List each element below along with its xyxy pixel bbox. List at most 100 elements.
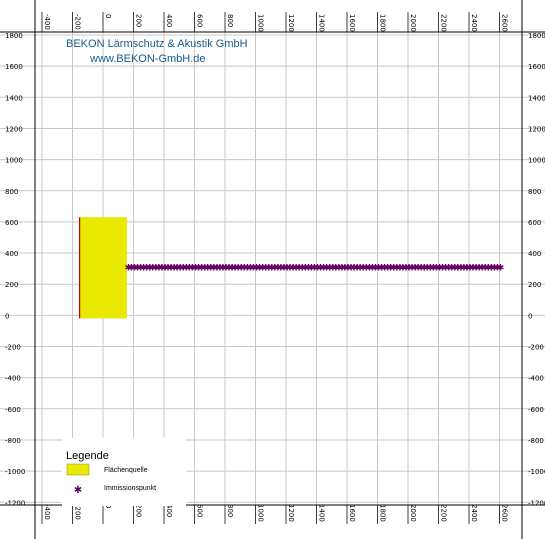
immission-point: ✱ bbox=[265, 263, 273, 273]
immission-points-layer: ✱✱✱✱✱✱✱✱✱✱✱✱✱✱✱✱✱✱✱✱✱✱✱✱✱✱✱✱✱✱✱✱✱✱✱✱✱✱✱✱… bbox=[125, 263, 505, 273]
immission-point: ✱ bbox=[454, 263, 462, 273]
y-tick-label-left: 1800 bbox=[5, 32, 23, 40]
immission-point: ✱ bbox=[323, 263, 331, 273]
immission-point: ✱ bbox=[152, 263, 160, 273]
y-tick-label-right: 800 bbox=[528, 188, 541, 196]
immission-point: ✱ bbox=[186, 263, 194, 273]
x-tick-label-bottom: 1800 bbox=[379, 504, 387, 522]
x-tick-label-bottom: 1000 bbox=[257, 504, 265, 522]
y-tick-label-left: 1600 bbox=[5, 63, 23, 71]
immission-point: ✱ bbox=[137, 263, 145, 273]
x-tick-label-top: 1200 bbox=[287, 14, 295, 32]
x-tick-label-bottom: 800 bbox=[226, 504, 234, 517]
x-tick-label-bottom: 600 bbox=[196, 504, 204, 517]
immission-point: ✱ bbox=[213, 263, 221, 273]
immission-point: ✱ bbox=[302, 263, 310, 273]
x-tick-label-top: 1400 bbox=[318, 14, 326, 32]
immission-point: ✱ bbox=[320, 263, 328, 273]
x-tick-label-bottom: -400 bbox=[43, 504, 51, 520]
immission-point: ✱ bbox=[417, 263, 425, 273]
immission-point: ✱ bbox=[155, 263, 163, 273]
immission-point: ✱ bbox=[134, 263, 142, 273]
immission-point: ✱ bbox=[259, 263, 267, 273]
immission-point: ✱ bbox=[466, 263, 474, 273]
immission-point: ✱ bbox=[314, 263, 322, 273]
y-tick-label-right: 400 bbox=[528, 250, 541, 258]
y-tick-label-left: -1200 bbox=[5, 499, 25, 507]
immission-point: ✱ bbox=[366, 263, 374, 273]
x-tick-label-top: -200 bbox=[74, 14, 82, 30]
grid bbox=[0, 12, 545, 524]
immission-point: ✱ bbox=[384, 263, 392, 273]
immission-point: ✱ bbox=[353, 263, 361, 273]
immission-point: ✱ bbox=[234, 263, 242, 273]
x-tick-label-bottom: 2600 bbox=[501, 504, 509, 522]
immission-point: ✱ bbox=[497, 263, 505, 273]
x-tick-label-top: 2200 bbox=[440, 14, 448, 32]
immission-point: ✱ bbox=[420, 263, 428, 273]
immission-point: ✱ bbox=[326, 263, 334, 273]
immission-point: ✱ bbox=[359, 263, 367, 273]
y-tick-label-left: -1000 bbox=[5, 468, 25, 476]
immission-point: ✱ bbox=[338, 263, 346, 273]
immission-point: ✱ bbox=[219, 263, 227, 273]
area-source-legend-label: Flächenquelle bbox=[104, 467, 148, 474]
x-tick-label-top: 1000 bbox=[257, 14, 265, 32]
x-tick-label-bottom: 2400 bbox=[470, 504, 478, 522]
immission-point: ✱ bbox=[378, 263, 386, 273]
immission-point: ✱ bbox=[460, 263, 468, 273]
immission-point: ✱ bbox=[125, 263, 133, 273]
immission-point: ✱ bbox=[170, 263, 178, 273]
header: BEKON Lärmschutz & Akustik GmbH www.BEKO… bbox=[66, 38, 248, 65]
immission-point: ✱ bbox=[433, 263, 441, 273]
immission-point: ✱ bbox=[189, 263, 197, 273]
immission-point: ✱ bbox=[225, 263, 233, 273]
immission-point: ✱ bbox=[176, 263, 184, 273]
immission-point: ✱ bbox=[448, 263, 456, 273]
immission-point: ✱ bbox=[277, 263, 285, 273]
x-tick-label-bottom: 1600 bbox=[348, 504, 356, 522]
y-tick-label-left: 1400 bbox=[5, 94, 23, 102]
y-tick-label-right: -600 bbox=[528, 406, 544, 414]
y-tick-label-left: 600 bbox=[5, 219, 18, 227]
immission-point: ✱ bbox=[414, 263, 422, 273]
immission-point: ✱ bbox=[201, 263, 209, 273]
immission-point: ✱ bbox=[475, 263, 483, 273]
y-tick-label-left: 1000 bbox=[5, 157, 23, 165]
x-tick-label-top: 200 bbox=[135, 14, 143, 27]
immission-point: ✱ bbox=[253, 263, 261, 273]
x-tick-label-top: 2400 bbox=[470, 14, 478, 32]
x-tick-label-top: 1600 bbox=[348, 14, 356, 32]
immission-point: ✱ bbox=[195, 263, 203, 273]
immission-point: ✱ bbox=[469, 263, 477, 273]
immission-point: ✱ bbox=[445, 263, 453, 273]
immission-point: ✱ bbox=[231, 263, 239, 273]
immission-point: ✱ bbox=[488, 263, 496, 273]
immission-point: ✱ bbox=[180, 263, 188, 273]
immission-point: ✱ bbox=[491, 263, 499, 273]
x-tick-label-bottom: 2200 bbox=[440, 504, 448, 522]
immission-point: ✱ bbox=[436, 263, 444, 273]
immission-point: ✱ bbox=[305, 263, 313, 273]
immission-point: ✱ bbox=[183, 263, 191, 273]
y-tick-label-left: 200 bbox=[5, 281, 18, 289]
immission-point: ✱ bbox=[149, 263, 157, 273]
immission-point: ✱ bbox=[463, 263, 471, 273]
area-source-legend-swatch bbox=[66, 463, 90, 476]
y-tick-label-left: -600 bbox=[5, 406, 21, 414]
immission-point: ✱ bbox=[158, 263, 166, 273]
x-tick-label-top: 2600 bbox=[501, 14, 509, 32]
y-tick-label-left: -200 bbox=[5, 344, 21, 352]
immission-point: ✱ bbox=[424, 263, 432, 273]
immission-point: ✱ bbox=[381, 263, 389, 273]
immission-point: ✱ bbox=[396, 263, 404, 273]
immission-point: ✱ bbox=[451, 263, 459, 273]
immission-point: ✱ bbox=[192, 263, 200, 273]
x-tick-label-top: 1800 bbox=[379, 14, 387, 32]
x-tick-label-top: 600 bbox=[196, 14, 204, 27]
immission-point: ✱ bbox=[295, 263, 303, 273]
immission-point: ✱ bbox=[237, 263, 245, 273]
immission-point: ✱ bbox=[390, 263, 398, 273]
immission-point: ✱ bbox=[427, 263, 435, 273]
